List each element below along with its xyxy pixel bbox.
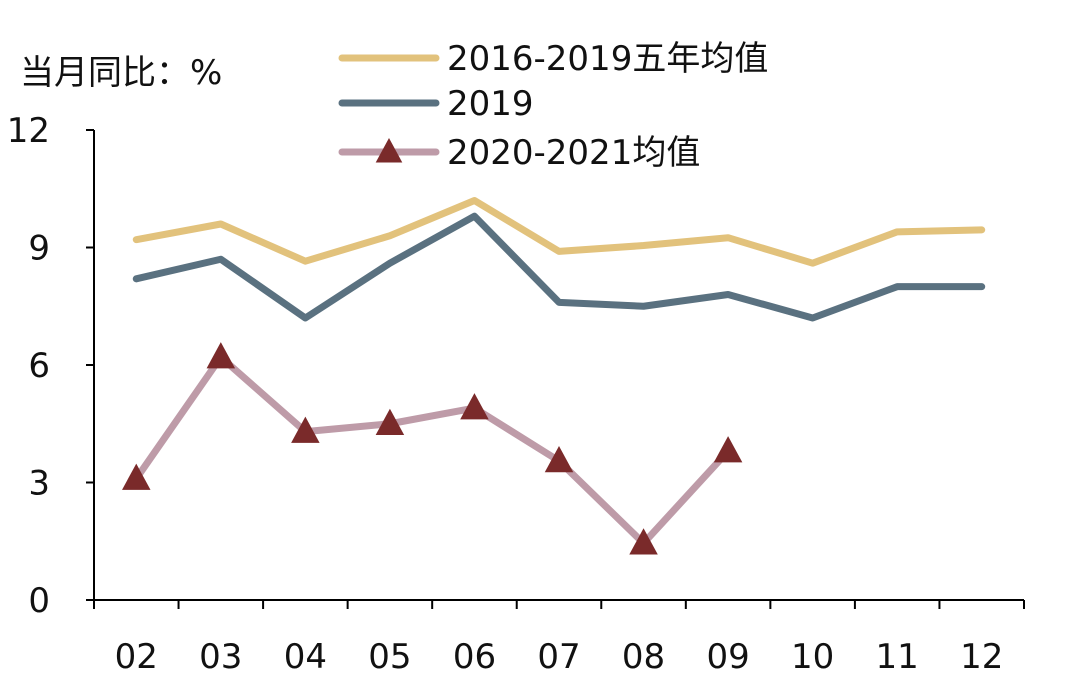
x-tick-label: 08 [622,637,665,677]
x-tick-label: 06 [453,637,496,677]
data-point-marker [206,342,236,369]
y-tick-label: 12 [7,111,50,151]
y-tick-label: 9 [28,229,50,269]
data-point-marker [291,416,320,443]
x-tick-label: 12 [960,637,1003,677]
legend-marker-icon [375,138,403,163]
x-tick-label: 05 [368,637,411,677]
data-point-marker [713,436,743,463]
y-tick-label: 6 [28,346,50,386]
series-line-3 [132,353,732,547]
y-tick-label: 0 [28,581,50,621]
series-line-2 [132,212,986,322]
legend-label-3: 2020-2021均值 [447,133,700,173]
x-tick-label: 07 [537,637,580,677]
x-tick-label: 03 [199,637,242,677]
data-point-marker [375,408,405,435]
data-point-marker [122,463,151,490]
series-line-1 [132,197,986,267]
data-point-marker [544,445,574,473]
x-tick-label: 10 [791,637,834,677]
x-tick-label: 02 [115,637,158,677]
data-point-marker [460,393,489,420]
x-tick-label: 09 [706,637,749,677]
x-tick-label: 04 [284,637,327,677]
data-point-marker [629,528,658,555]
legend: 2016-2019五年均值 2019 2020-2021均值 [338,39,768,173]
series-layer [122,197,986,555]
x-tick-label: 11 [876,637,919,677]
legend-label-2: 2019 [447,84,534,124]
y-tick-label: 3 [28,464,50,504]
legend-label-1: 2016-2019五年均值 [447,39,768,79]
y-axis-label: 当月同比：% [20,53,222,93]
